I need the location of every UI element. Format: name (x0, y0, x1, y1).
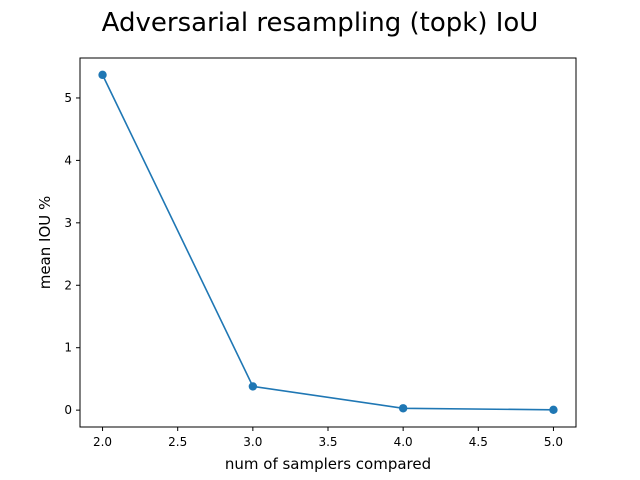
x-tick-label: 4.5 (469, 435, 488, 449)
x-tick-label: 4.0 (394, 435, 413, 449)
x-tick-label: 2.0 (93, 435, 112, 449)
data-point (549, 405, 558, 415)
y-axis-label: mean IOU % (36, 196, 54, 290)
x-tick-label: 5.0 (544, 435, 563, 449)
y-tick-label: 3 (64, 216, 72, 230)
y-tick-label: 2 (64, 278, 72, 292)
x-axis-ticks: 2.0 2.5 3.0 3.5 4.0 4.5 5.0 (93, 427, 563, 449)
data-point (248, 382, 258, 391)
data-point (98, 70, 107, 80)
y-axis-ticks: 0 1 2 3 4 5 (64, 91, 80, 417)
x-tick-label: 2.5 (168, 435, 187, 449)
y-tick-label: 0 (64, 403, 72, 417)
chart-title: Adversarial resampling (topk) IoU (101, 8, 539, 38)
data-point (398, 404, 408, 413)
x-tick-label: 3.5 (318, 435, 337, 449)
series-line (101, 74, 554, 411)
series-layer (98, 70, 558, 415)
y-tick-label: 4 (64, 153, 72, 167)
x-tick-label: 3.0 (243, 435, 262, 449)
y-tick-label: 1 (64, 341, 72, 355)
plot-area (79, 57, 577, 428)
y-tick-label: 5 (64, 91, 72, 105)
x-axis-label: num of samplers compared (225, 455, 431, 473)
